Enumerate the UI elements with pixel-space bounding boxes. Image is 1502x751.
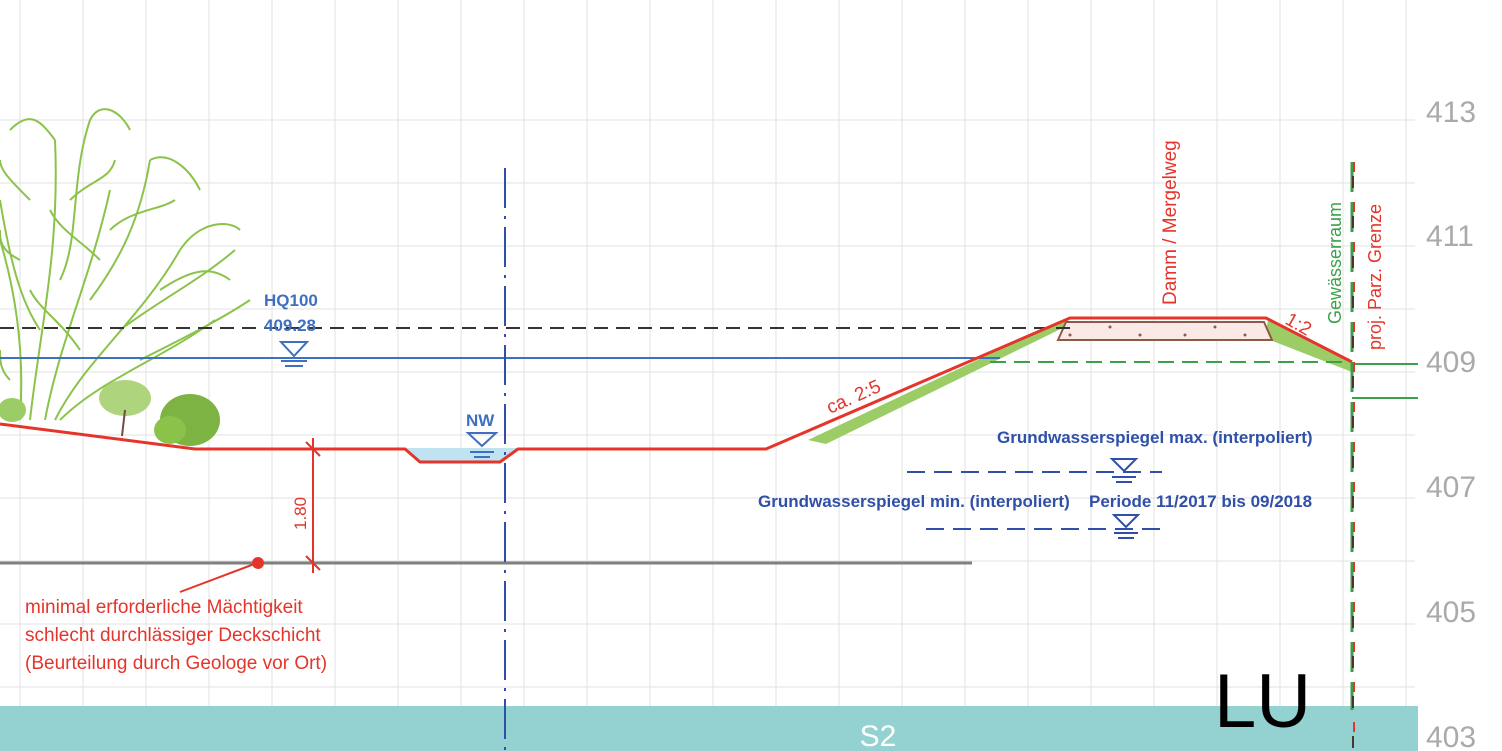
elevation-tick-413: 413 [1426, 96, 1476, 129]
elevation-tick-409: 409 [1426, 346, 1476, 379]
dam-label: Damm / Mergelweg [1160, 140, 1181, 305]
gewaesserraum-label: Gewässerraum [1325, 202, 1345, 324]
groundwater-min-symbol [1111, 514, 1141, 539]
groundwater-period-label: Periode 11/2017 bis 09/2018 [1089, 492, 1312, 511]
elevation-tick-411: 411 [1426, 220, 1474, 253]
cover-note-line3: (Beurteilung durch Geologe vor Ort) [25, 653, 327, 674]
nw-level-symbol [465, 432, 499, 458]
cover-note-line1: minimal erforderliche Mächtigkeit [25, 597, 303, 618]
hq100-label: HQ100 [264, 291, 318, 310]
terrain-profile [0, 316, 1353, 464]
hq100-value: 409.28 [264, 316, 316, 335]
corner-label: LU [1214, 659, 1311, 744]
cover-dimension-value: 1.80 [291, 497, 310, 530]
bush-illustration [0, 380, 220, 446]
cover-note-line2: schlecht durchlässiger Deckschicht [25, 625, 321, 646]
hq100-level-symbol [278, 341, 310, 367]
elevation-tick-405: 405 [1426, 596, 1476, 629]
note-leader-line [179, 562, 258, 593]
elevation-axis: 413 411 409 407 405 403 [1426, 96, 1476, 751]
parzelle-label: proj. Parz. Grenze [1365, 204, 1385, 350]
cover-dimension-line [305, 438, 321, 573]
grid [0, 0, 1415, 751]
groundwater-min-label: Grundwasserspiegel min. (interpoliert) [758, 492, 1070, 511]
note-leader-dot [252, 557, 264, 569]
zone-s2-label: S2 [860, 720, 897, 751]
groundwater-max-label: Grundwasserspiegel max. (interpoliert) [997, 428, 1313, 447]
groundwater-max-symbol [1109, 458, 1139, 483]
elevation-tick-407: 407 [1426, 471, 1476, 504]
dam-road-dots [1068, 325, 1247, 337]
dam-slope-right [1265, 320, 1353, 372]
nw-label: NW [466, 411, 495, 430]
dam-slope-left [808, 320, 1075, 444]
elevation-tick-403: 403 [1426, 721, 1476, 751]
dam-road-layer [1056, 321, 1274, 341]
tree-illustration [0, 108, 251, 421]
zone-s2-band [0, 706, 1418, 751]
